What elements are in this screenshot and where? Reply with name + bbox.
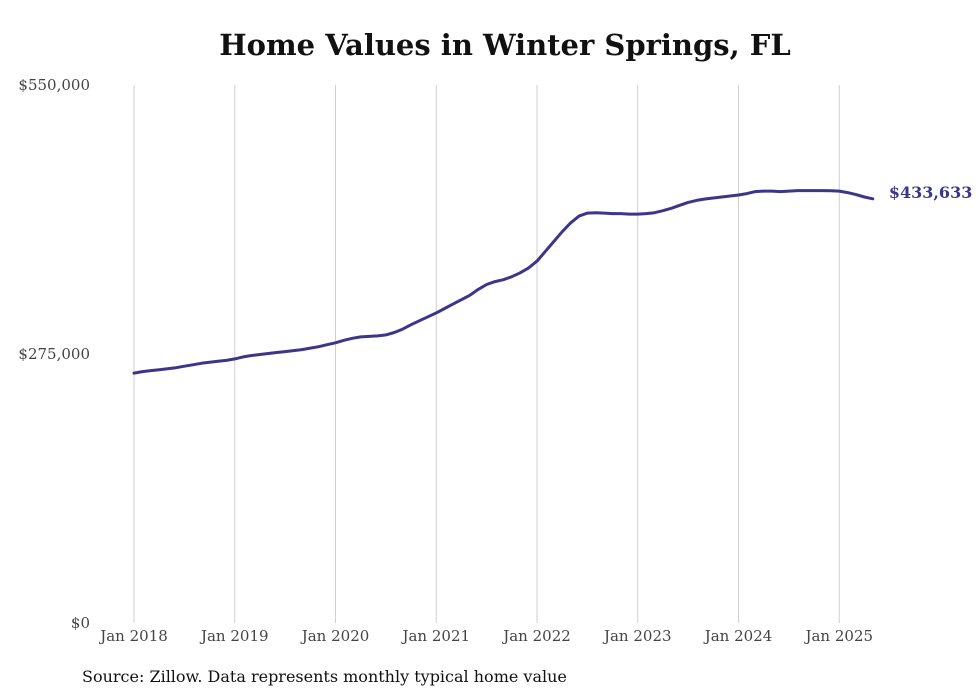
x-tick-label: Jan 2024 bbox=[703, 627, 773, 645]
end-value-label: $433,633 bbox=[889, 183, 973, 202]
y-axis-ticks: $0 $275,000 $550,000 bbox=[18, 76, 90, 632]
y-tick-label: $275,000 bbox=[18, 345, 90, 363]
x-tick-label: Jan 2020 bbox=[300, 627, 370, 645]
x-tick-label: Jan 2019 bbox=[199, 627, 269, 645]
chart-title: Home Values in Winter Springs, FL bbox=[219, 28, 791, 62]
x-tick-label: Jan 2023 bbox=[602, 627, 672, 645]
source-note: Source: Zillow. Data represents monthly … bbox=[82, 667, 567, 686]
gridlines bbox=[133, 85, 840, 623]
x-axis-ticks: Jan 2018 Jan 2019 Jan 2020 Jan 2021 Jan 2022… bbox=[98, 627, 873, 645]
x-tick-label: Jan 2021 bbox=[400, 627, 470, 645]
x-tick-label: Jan 2025 bbox=[803, 627, 873, 645]
x-tick-label: Jan 2018 bbox=[98, 627, 168, 645]
x-tick-label: Jan 2022 bbox=[501, 627, 571, 645]
y-tick-label: $550,000 bbox=[18, 76, 90, 94]
y-tick-label: $0 bbox=[71, 614, 90, 632]
home-value-line bbox=[132, 189, 875, 375]
